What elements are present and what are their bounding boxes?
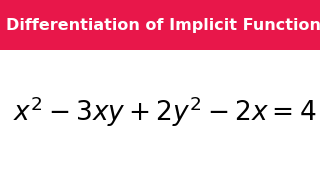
FancyBboxPatch shape — [0, 0, 320, 50]
Text: Differentiation of Implicit Functions: Differentiation of Implicit Functions — [6, 18, 320, 33]
Text: $x^2 - 3xy + 2y^2 - 2x = 4$: $x^2 - 3xy + 2y^2 - 2x = 4$ — [13, 94, 316, 129]
